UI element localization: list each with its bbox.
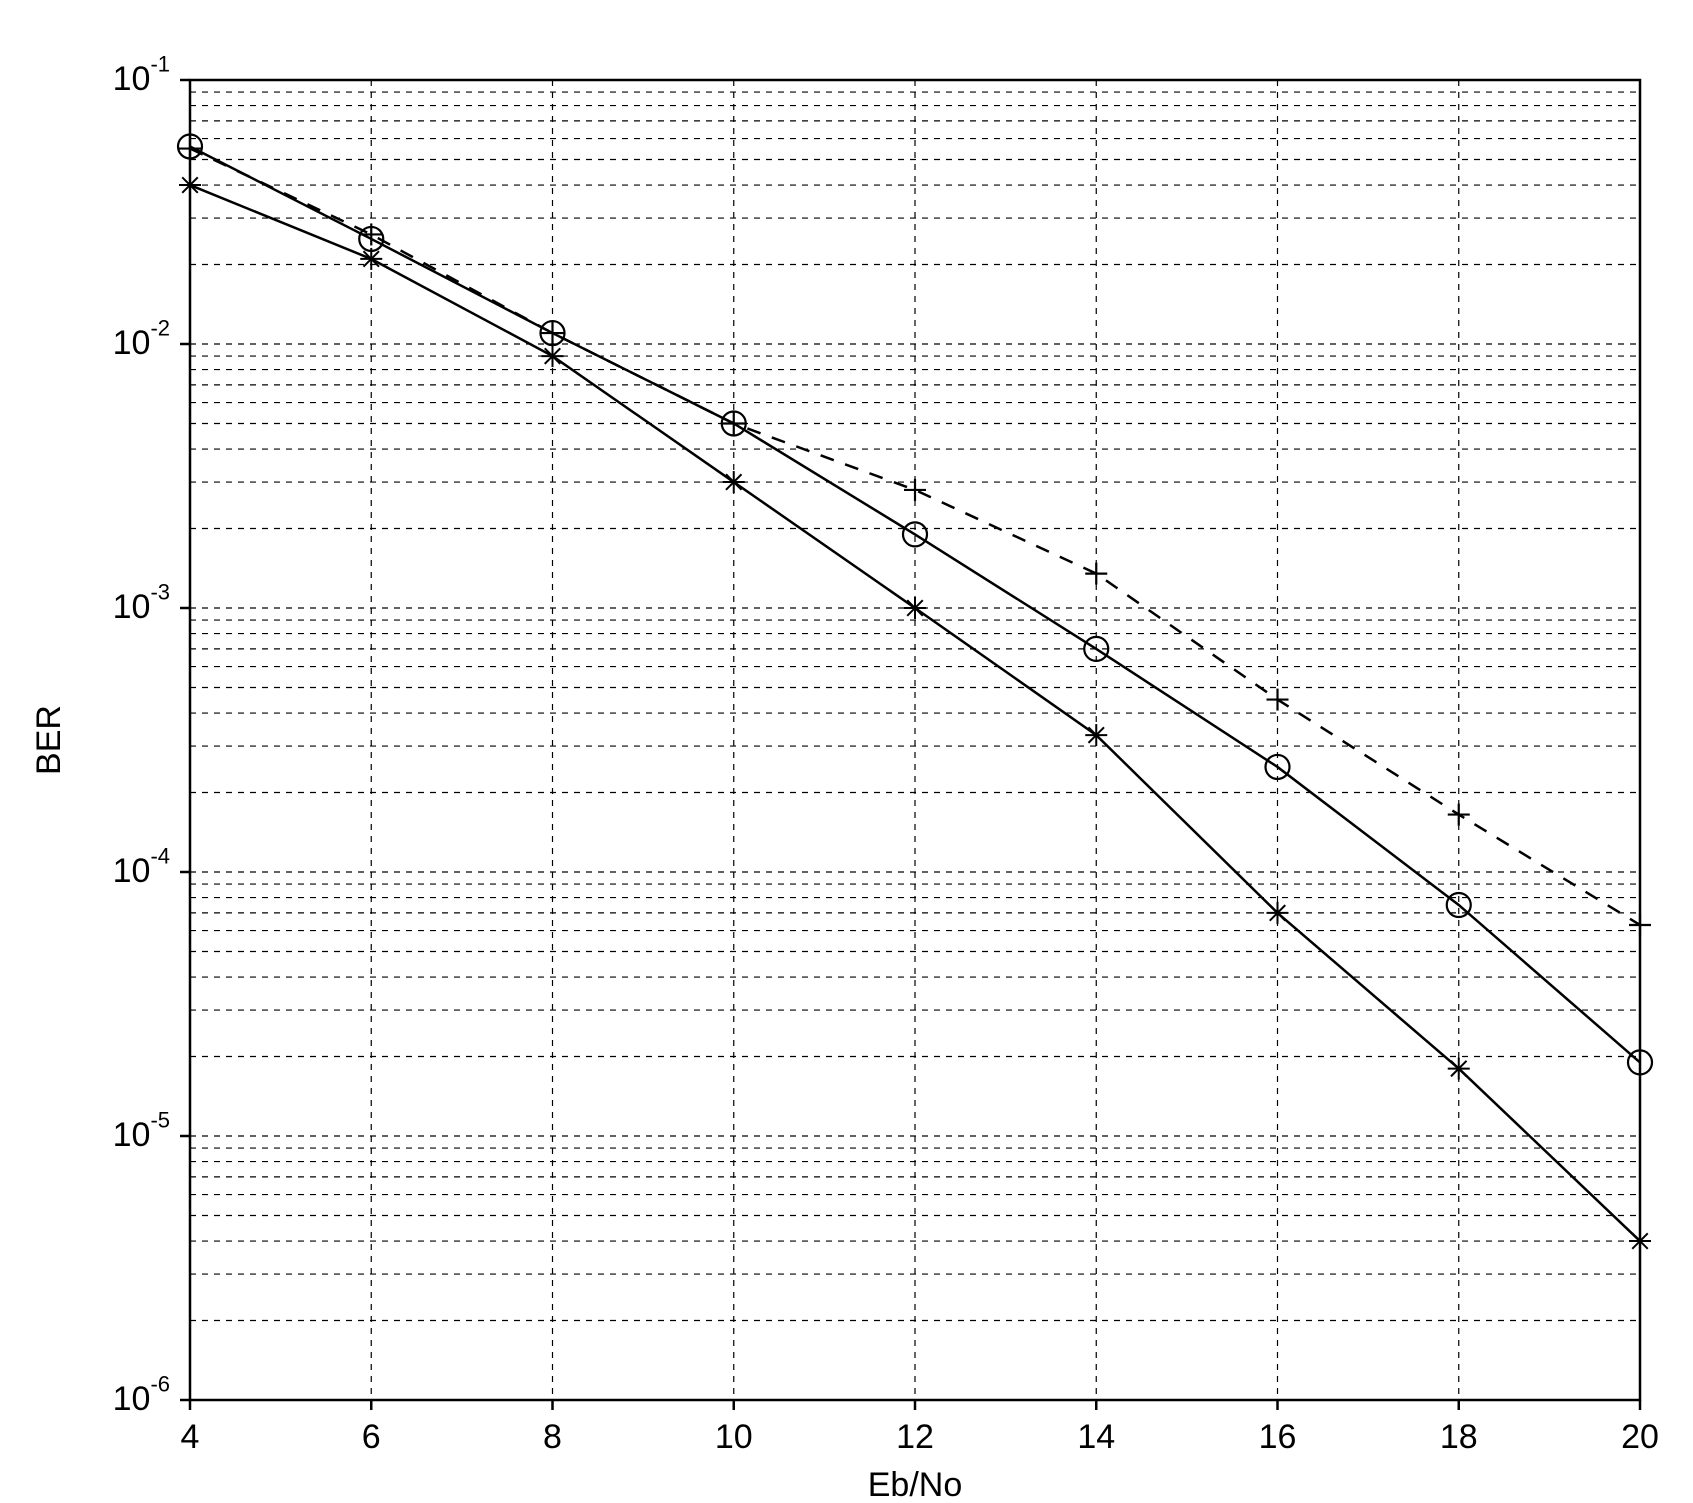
x-tick-label: 20 [1621, 1418, 1659, 1456]
x-tick-label: 6 [362, 1418, 381, 1456]
x-tick-label: 18 [1440, 1418, 1478, 1456]
x-tick-label: 14 [1077, 1418, 1115, 1456]
x-tick-label: 10 [715, 1418, 753, 1456]
x-tick-label: 8 [543, 1418, 562, 1456]
y-axis-label: BER [30, 705, 68, 775]
x-tick-label: 16 [1259, 1418, 1297, 1456]
ber-ebno-chart: 468101214161820Eb/No10-110-210-310-410-5… [0, 0, 1693, 1503]
chart-svg: 468101214161820Eb/No10-110-210-310-410-5… [0, 0, 1693, 1503]
x-axis-label: Eb/No [868, 1466, 963, 1503]
x-tick-label: 12 [896, 1418, 934, 1456]
x-tick-label: 4 [181, 1418, 200, 1456]
